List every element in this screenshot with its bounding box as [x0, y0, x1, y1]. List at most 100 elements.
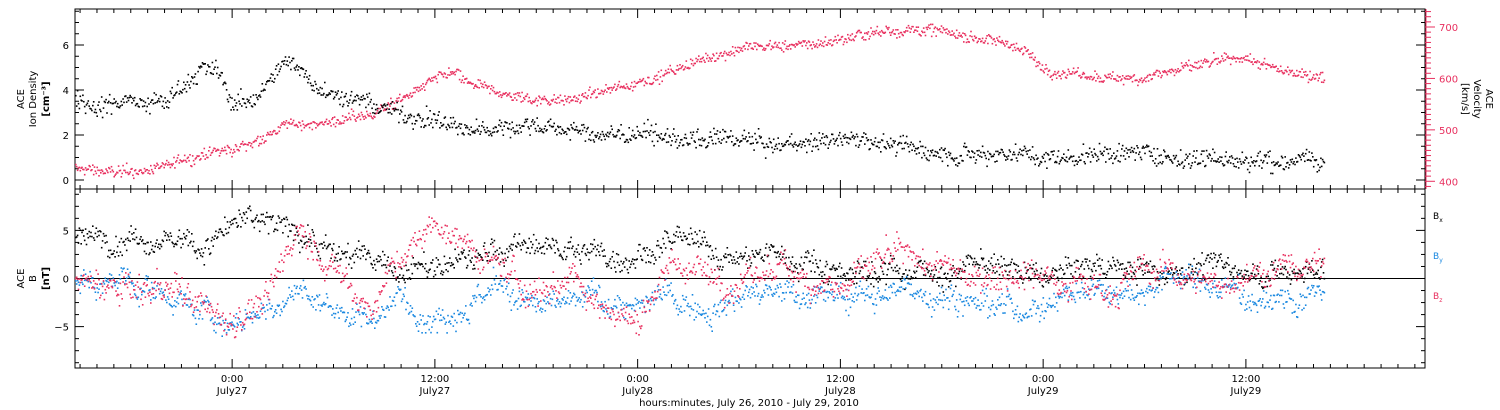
- data-point: [920, 259, 922, 262]
- data-point: [326, 246, 329, 248]
- data-point: [191, 165, 193, 168]
- data-point: [194, 73, 197, 75]
- data-point: [396, 101, 398, 104]
- data-point: [656, 74, 658, 77]
- data-point: [810, 44, 812, 46]
- data-point: [609, 258, 612, 260]
- data-point: [621, 269, 623, 272]
- data-point: [685, 137, 688, 140]
- data-point: [329, 243, 331, 246]
- data-point: [278, 217, 281, 219]
- data-point: [310, 122, 313, 124]
- data-point: [1255, 160, 1258, 162]
- data-point: [686, 67, 688, 69]
- data-point: [880, 35, 882, 37]
- data-point: [935, 155, 937, 157]
- left-axis-unit: [cm⁻³]: [41, 81, 52, 116]
- data-point: [978, 38, 980, 40]
- data-point: [682, 69, 685, 71]
- data-point: [660, 133, 663, 135]
- data-point: [577, 131, 580, 134]
- data-point: [1106, 76, 1109, 79]
- data-point: [233, 218, 235, 221]
- data-point: [177, 302, 180, 305]
- data-point: [503, 125, 505, 127]
- data-point: [1154, 265, 1156, 268]
- data-point: [400, 267, 403, 270]
- data-point: [1115, 269, 1118, 272]
- data-point: [1095, 154, 1097, 156]
- data-point: [1149, 74, 1152, 76]
- data-point: [602, 133, 605, 136]
- data-point: [1043, 153, 1045, 156]
- data-point: [594, 134, 596, 137]
- data-point: [547, 238, 549, 241]
- data-point: [107, 171, 109, 174]
- data-point: [1184, 277, 1186, 280]
- data-point: [1046, 275, 1048, 277]
- data-point: [669, 241, 671, 243]
- data-point: [382, 309, 385, 311]
- data-point: [589, 134, 591, 136]
- data-point: [708, 246, 711, 248]
- data-point: [627, 87, 630, 89]
- data-point: [1006, 40, 1009, 43]
- data-point: [1281, 266, 1284, 268]
- data-point: [225, 332, 228, 334]
- data-point: [1257, 152, 1260, 155]
- data-point: [579, 259, 581, 261]
- data-point: [549, 103, 552, 105]
- data-point: [141, 290, 144, 292]
- data-point: [581, 93, 584, 95]
- data-point: [916, 266, 919, 268]
- data-point: [924, 274, 927, 277]
- data-point: [116, 280, 118, 283]
- data-point: [870, 27, 872, 29]
- data-point: [313, 234, 315, 237]
- data-point: [401, 105, 404, 108]
- data-point: [1201, 66, 1203, 69]
- data-point: [1080, 263, 1083, 266]
- data-point: [261, 138, 264, 141]
- data-point: [1187, 155, 1189, 158]
- data-point: [404, 96, 406, 99]
- data-point: [1315, 73, 1318, 75]
- data-point: [236, 226, 239, 228]
- data-point: [318, 92, 321, 94]
- data-point: [466, 82, 469, 84]
- data-point: [274, 228, 276, 231]
- data-point: [150, 281, 153, 284]
- data-point: [212, 149, 214, 152]
- data-point: [611, 89, 613, 91]
- data-point: [441, 273, 444, 276]
- data-point: [289, 294, 291, 296]
- data-point: [311, 229, 314, 231]
- data-point: [81, 281, 83, 284]
- data-point: [274, 228, 277, 231]
- data-point: [970, 256, 972, 259]
- data-point: [683, 137, 686, 139]
- data-point: [303, 243, 306, 245]
- data-point: [911, 149, 913, 151]
- data-point: [518, 124, 521, 126]
- data-point: [1111, 155, 1113, 157]
- data-point: [573, 253, 575, 256]
- data-point: [1220, 60, 1222, 62]
- data-point: [1227, 257, 1229, 259]
- data-point: [673, 135, 676, 137]
- data-point: [1204, 58, 1206, 60]
- data-point: [277, 305, 280, 307]
- data-point: [969, 156, 971, 159]
- data-point: [444, 263, 447, 265]
- data-point: [1270, 66, 1272, 69]
- data-point: [928, 24, 930, 26]
- data-point: [1011, 43, 1013, 46]
- data-point: [812, 41, 814, 43]
- data-point: [1129, 75, 1131, 78]
- data-point: [940, 25, 943, 27]
- data-point: [798, 42, 801, 44]
- data-point: [845, 136, 847, 139]
- data-point: [183, 232, 185, 235]
- data-point: [1169, 273, 1171, 275]
- data-point: [77, 281, 80, 284]
